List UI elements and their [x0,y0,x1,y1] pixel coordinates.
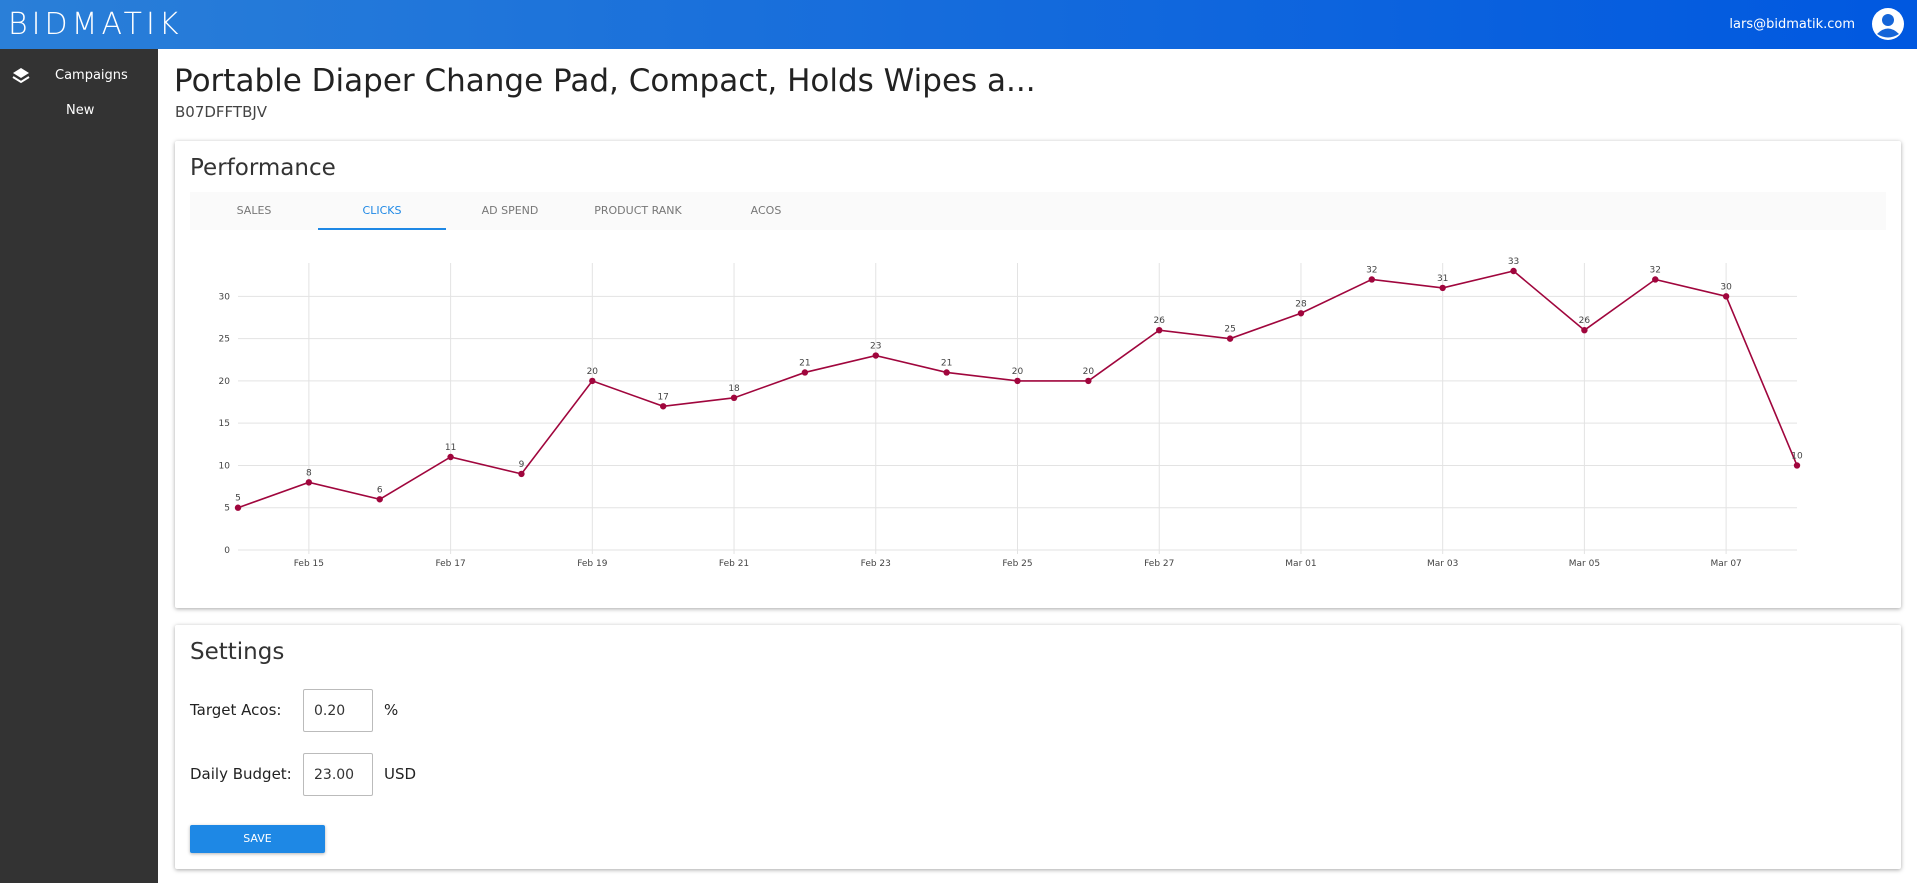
point [872,352,879,359]
data-label: 20 [587,367,599,377]
x-tick-label: Mar 07 [1710,559,1741,569]
point [1652,276,1659,283]
data-label: 23 [870,342,881,352]
point [943,369,950,376]
page-subtitle: B07DFFTBJV [175,103,268,121]
data-label: 30 [1720,282,1732,292]
data-label: 20 [1012,367,1024,377]
point [1226,335,1234,342]
point [447,453,454,461]
y-tick-label: 10 [219,461,231,471]
data-label: 26 [1579,316,1591,326]
tab[interactable]: AD SPEND [481,204,539,217]
point [1581,326,1588,334]
y-tick-label: 0 [224,546,230,556]
page-title: Portable Diaper Change Pad, Compact, Hol… [174,63,1036,99]
x-tick-label: Feb 27 [1144,559,1174,569]
data-label: 11 [445,443,456,453]
field-label: Daily Budget: [190,765,292,783]
performance-card: Performance SALES CLICKS AD SPEND PRODUCT R… [175,141,1901,608]
point [1793,462,1801,469]
user-email[interactable]: lars@bidmatik.com [1729,17,1855,32]
data-label: 10 [1791,451,1803,461]
point [1439,284,1446,292]
point [659,403,667,410]
x-tick-label: Mar 03 [1427,559,1458,569]
point [730,394,738,402]
text-input[interactable]: 23.00 [303,753,373,796]
data-label: 32 [1366,265,1377,275]
x-tick-label: Feb 23 [861,559,891,569]
data-label: 17 [657,392,668,402]
point [376,496,383,503]
data-label: 18 [728,384,740,394]
settings-card: Settings Target Acos: 0.20 % Daily Budge… [175,625,1901,869]
card-title: Settings [190,639,285,665]
point [1510,267,1517,275]
tab[interactable]: PRODUCT RANK [594,204,682,217]
y-tick-label: 30 [219,292,231,302]
nav-item[interactable]: New [66,103,95,118]
field-label: Target Acos: [190,701,282,719]
data-label: 21 [941,358,952,368]
point [801,369,809,376]
x-tick-label: Feb 17 [435,559,465,569]
x-tick-label: Feb 15 [294,559,324,569]
point [518,470,525,478]
sidebar: Campaigns New [0,49,158,883]
point [305,479,313,486]
y-tick-label: 5 [224,504,230,514]
point [589,377,596,385]
unit-label: USD [384,765,417,783]
point [1368,276,1376,283]
point [234,504,242,511]
layers-icon [12,68,30,84]
tab[interactable]: CLICKS [318,192,446,230]
tab-bar: SALES CLICKS AD SPEND PRODUCT RANK ACOS [190,192,1886,230]
point [1014,377,1021,385]
data-label: 33 [1508,257,1519,267]
data-label: 26 [1154,316,1166,326]
header: BIDMATIK lars@bidmatik.com [0,0,1917,49]
point [1085,377,1092,385]
data-label: 31 [1437,274,1448,284]
data-label: 6 [377,485,383,495]
x-tick-label: Mar 05 [1569,559,1600,569]
card-title: Performance [190,155,336,181]
data-label: 5 [235,494,241,504]
logo[interactable]: BIDMATIK [8,7,183,42]
chart: 0 5 10 15 20 25 30 Feb 15 Feb 17 Feb 19 Feb 21 Feb … [219,257,1803,569]
point [1297,310,1305,317]
data-label: 25 [1224,325,1235,335]
unit-label: % [384,701,399,719]
x-tick-label: Feb 19 [577,559,608,569]
data-label: 9 [519,460,525,470]
tab[interactable]: ACOS [750,204,782,217]
y-tick-label: 15 [219,419,230,429]
data-label: 8 [306,468,312,478]
x-tick-label: Feb 21 [719,559,749,569]
text-input[interactable]: 0.20 [303,689,373,732]
x-tick-label: Mar 01 [1285,559,1316,569]
user-icon[interactable] [1871,7,1905,41]
x-tick-label: Feb 25 [1002,559,1032,569]
save-button[interactable]: SAVE [190,825,325,853]
data-label: 32 [1650,265,1661,275]
data-label: 21 [799,358,810,368]
point [1722,293,1730,300]
data-label: 20 [1083,367,1095,377]
y-tick-label: 25 [219,335,230,345]
y-tick-label: 20 [219,377,231,387]
nav-item[interactable]: Campaigns [55,68,128,83]
tab[interactable]: SALES [236,204,272,217]
point [1156,326,1163,334]
data-label: 28 [1295,299,1307,309]
